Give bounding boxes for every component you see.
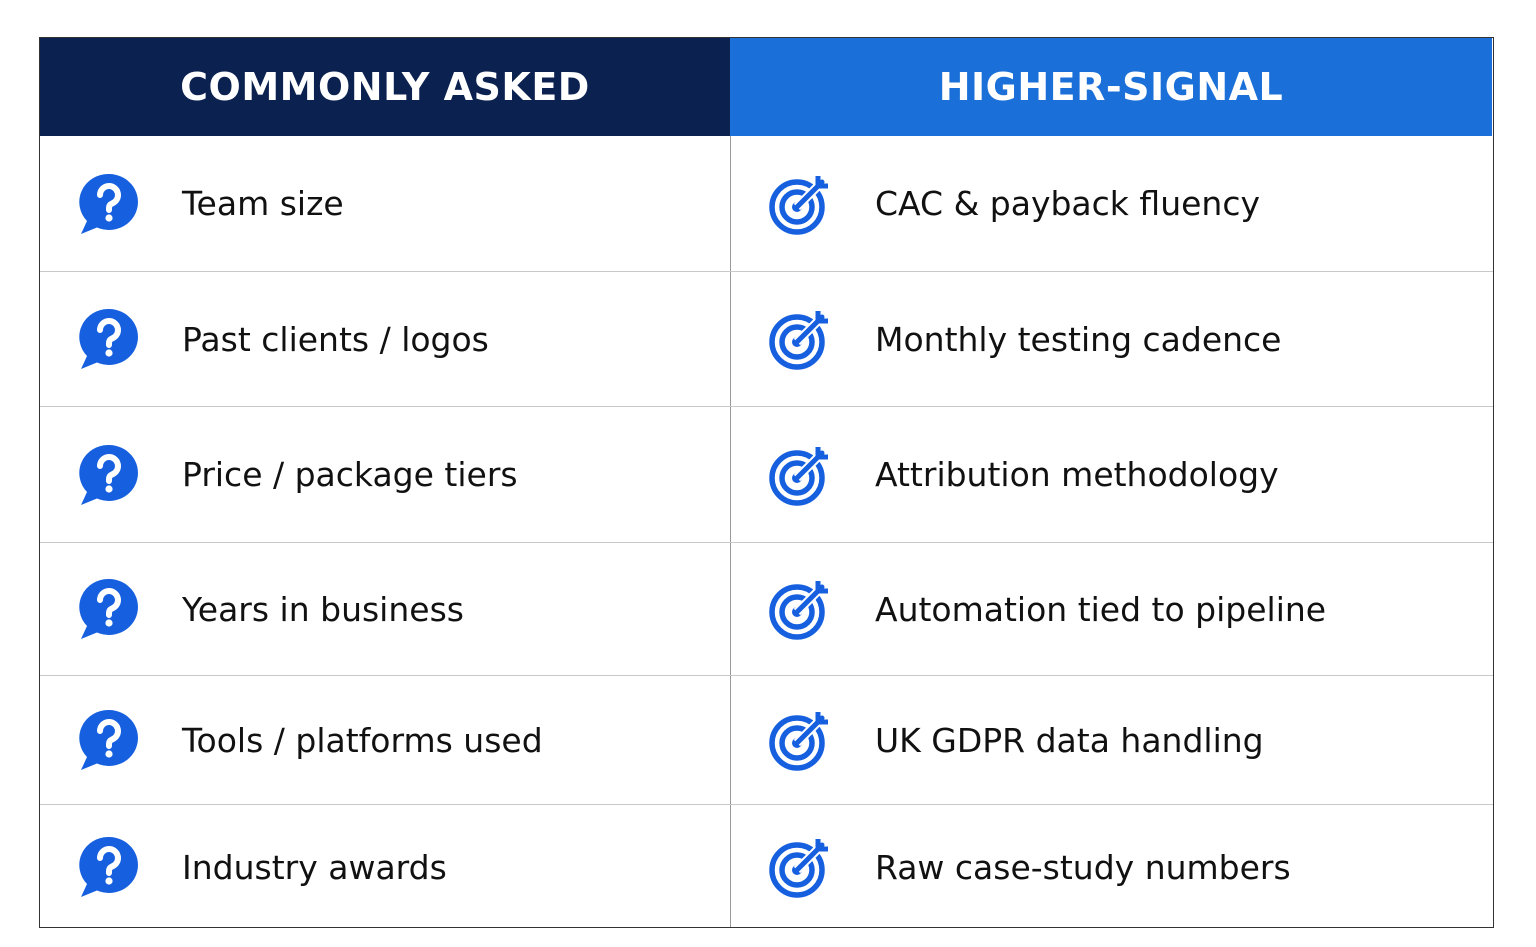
header-text: COMMONLY ASKED xyxy=(180,65,590,109)
target-icon xyxy=(769,839,828,898)
question-icon xyxy=(79,836,138,897)
table-cell: Industry awards xyxy=(40,805,730,929)
target-icon xyxy=(769,446,828,506)
header-cell: HIGHER-SIGNAL xyxy=(730,38,1492,136)
table-row: Team size CAC & payback fluency xyxy=(40,136,1493,271)
question-icon xyxy=(79,173,138,234)
cell-text: UK GDPR data handling xyxy=(875,720,1264,760)
table-cell: CAC & payback fluency xyxy=(730,136,1492,271)
table-cell: Monthly testing cadence xyxy=(730,272,1492,406)
target-icon xyxy=(769,712,828,771)
table-cell: Automation tied to pipeline xyxy=(730,543,1492,675)
header-text: HIGHER-SIGNAL xyxy=(938,65,1284,109)
target-icon xyxy=(769,175,828,235)
table-row: Years in business Automation tied to pipe… xyxy=(40,542,1493,675)
header-cell: COMMONLY ASKED xyxy=(40,38,730,136)
target-icon xyxy=(769,581,828,640)
table-row: Industry awards Raw case-study numbers xyxy=(40,804,1493,929)
cell-text: Raw case-study numbers xyxy=(875,847,1291,887)
table-cell: Price / package tiers xyxy=(40,407,730,542)
comparison-table: COMMONLY ASKED HIGHER-SIGNAL Team size CA… xyxy=(39,37,1494,928)
table-row: Tools / platforms used UK GDPR data handl… xyxy=(40,675,1493,804)
table-cell: Raw case-study numbers xyxy=(730,805,1492,929)
cell-text: Past clients / logos xyxy=(182,319,489,359)
cell-text: Attribution methodology xyxy=(875,455,1279,494)
target-icon xyxy=(769,311,828,370)
table-row: Price / package tiers Attribution methodo… xyxy=(40,406,1493,542)
table-row: Past clients / logos Monthly testing cade… xyxy=(40,271,1493,406)
question-icon xyxy=(79,709,138,770)
question-icon xyxy=(79,308,138,369)
table-cell: Attribution methodology xyxy=(730,407,1492,542)
question-icon xyxy=(79,444,138,505)
table-cell: Tools / platforms used xyxy=(40,676,730,804)
table-cell: Team size xyxy=(40,136,730,271)
column-divider xyxy=(730,136,731,927)
cell-text: Price / package tiers xyxy=(182,455,518,494)
question-icon xyxy=(79,578,138,639)
table-cell: Past clients / logos xyxy=(40,272,730,406)
cell-text: CAC & payback fluency xyxy=(875,184,1260,223)
table-cell: UK GDPR data handling xyxy=(730,676,1492,804)
cell-text: Tools / platforms used xyxy=(182,720,543,760)
cell-text: Monthly testing cadence xyxy=(875,319,1282,359)
cell-text: Industry awards xyxy=(182,847,447,887)
table-cell: Years in business xyxy=(40,543,730,675)
cell-text: Automation tied to pipeline xyxy=(875,589,1327,629)
cell-text: Team size xyxy=(182,184,344,223)
cell-text: Years in business xyxy=(182,589,464,629)
